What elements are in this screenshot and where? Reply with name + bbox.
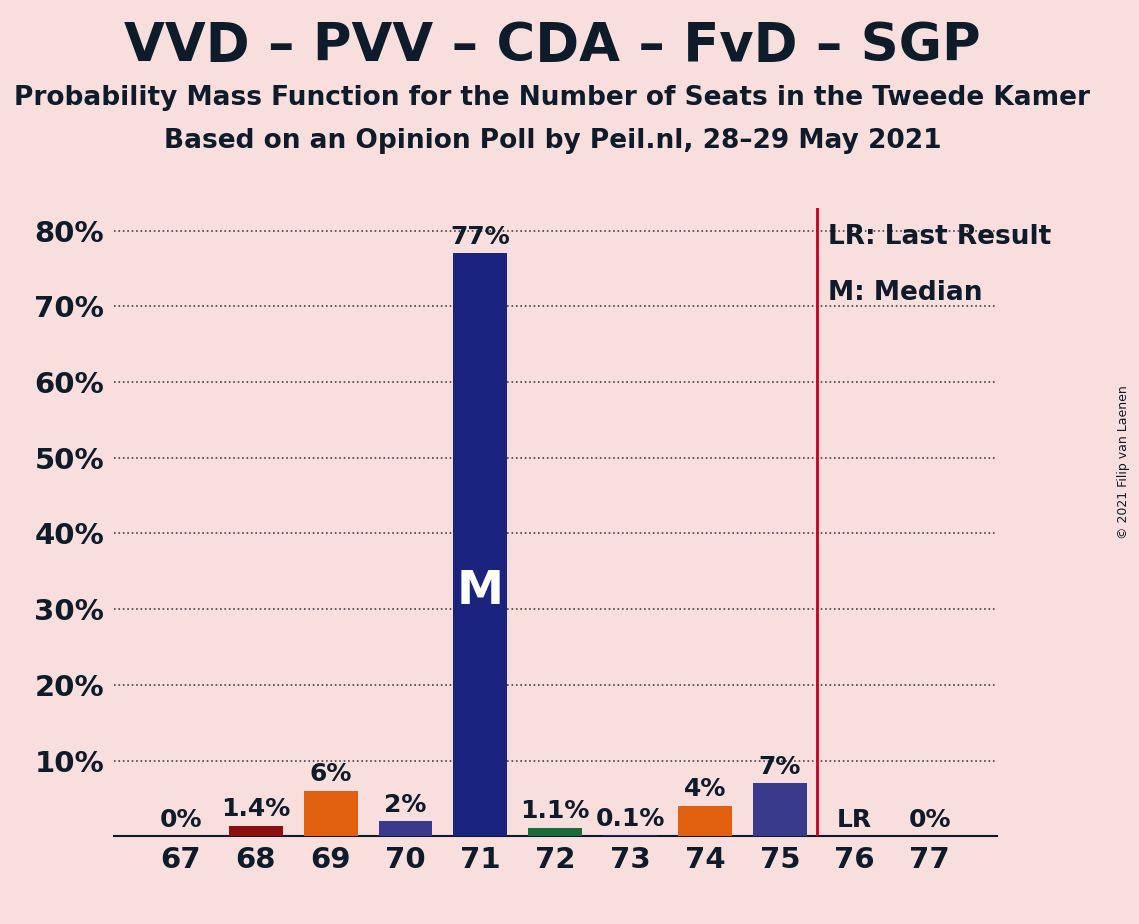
Bar (304, 791, 358, 836)
Text: 0%: 0% (908, 808, 951, 832)
Text: Probability Mass Function for the Number of Seats in the Tweede Kamer: Probability Mass Function for the Number… (15, 85, 1090, 111)
Text: © 2021 Filip van Laenen: © 2021 Filip van Laenen (1117, 385, 1130, 539)
Bar (528, 828, 582, 836)
Text: 0.1%: 0.1% (596, 807, 665, 831)
Text: 1.1%: 1.1% (521, 799, 590, 823)
Text: 0%: 0% (159, 808, 203, 832)
Bar (753, 784, 806, 836)
Text: 6%: 6% (310, 762, 352, 786)
Text: VVD – PVV – CDA – FvD – SGP: VVD – PVV – CDA – FvD – SGP (124, 20, 981, 72)
Text: M: Median: M: Median (828, 280, 983, 307)
Bar (678, 806, 732, 836)
Bar (229, 826, 282, 836)
Text: LR: Last Result: LR: Last Result (828, 224, 1051, 249)
Text: 77%: 77% (451, 225, 510, 249)
Text: 7%: 7% (759, 755, 801, 779)
Bar (378, 821, 433, 836)
Text: Based on an Opinion Poll by Peil.nl, 28–29 May 2021: Based on an Opinion Poll by Peil.nl, 28–… (164, 128, 941, 153)
Text: LR: LR (837, 808, 872, 832)
Bar (453, 253, 507, 836)
Text: 1.4%: 1.4% (221, 797, 290, 821)
Text: 4%: 4% (683, 777, 727, 801)
Text: 2%: 2% (384, 793, 427, 817)
Text: M: M (457, 569, 503, 614)
